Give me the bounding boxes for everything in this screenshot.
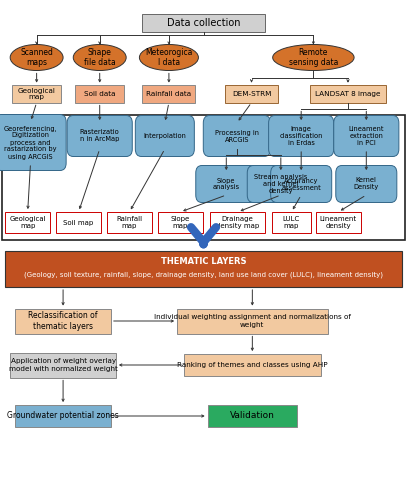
FancyBboxPatch shape	[203, 116, 270, 156]
FancyBboxPatch shape	[0, 114, 66, 170]
Ellipse shape	[139, 44, 199, 70]
Text: Drainage
density map: Drainage density map	[216, 216, 259, 229]
FancyBboxPatch shape	[142, 86, 195, 102]
FancyBboxPatch shape	[310, 86, 386, 102]
FancyBboxPatch shape	[269, 116, 334, 156]
FancyBboxPatch shape	[142, 14, 265, 32]
FancyBboxPatch shape	[5, 251, 402, 287]
FancyBboxPatch shape	[184, 354, 321, 376]
Text: Rainfall data: Rainfall data	[147, 91, 191, 97]
Text: Rainfall
map: Rainfall map	[116, 216, 142, 229]
FancyBboxPatch shape	[135, 116, 195, 156]
Text: Geological
map: Geological map	[9, 216, 46, 229]
FancyBboxPatch shape	[107, 212, 152, 233]
Text: Scanned
maps: Scanned maps	[20, 48, 53, 67]
Text: Rasterizatio
n in ArcMap: Rasterizatio n in ArcMap	[80, 130, 120, 142]
FancyBboxPatch shape	[10, 352, 116, 378]
FancyBboxPatch shape	[334, 116, 399, 156]
Text: THEMATIC LAYERS: THEMATIC LAYERS	[161, 257, 246, 266]
Text: LULC
map: LULC map	[283, 216, 300, 229]
Text: Processing in
ARCGIS: Processing in ARCGIS	[215, 130, 259, 142]
FancyBboxPatch shape	[272, 212, 311, 233]
FancyBboxPatch shape	[177, 308, 328, 334]
Text: Reclassification of
thematic layers: Reclassification of thematic layers	[28, 312, 98, 330]
FancyBboxPatch shape	[196, 166, 257, 202]
FancyBboxPatch shape	[210, 212, 265, 233]
Text: Individual weighting assignment and normalizations of
weight: Individual weighting assignment and norm…	[154, 314, 351, 328]
Text: Lineament
density: Lineament density	[319, 216, 357, 229]
Text: Data collection: Data collection	[167, 18, 240, 28]
FancyBboxPatch shape	[336, 166, 397, 202]
Ellipse shape	[273, 44, 354, 70]
FancyBboxPatch shape	[247, 166, 314, 202]
FancyBboxPatch shape	[15, 308, 111, 334]
Ellipse shape	[10, 44, 63, 70]
Text: Ranking of themes and classes using AHP: Ranking of themes and classes using AHP	[177, 362, 328, 368]
Text: Kernel
Density: Kernel Density	[354, 178, 379, 190]
Text: Stream analysis
and kernel
density: Stream analysis and kernel density	[254, 174, 308, 194]
Text: Remote
sensing data: Remote sensing data	[289, 48, 338, 67]
FancyBboxPatch shape	[225, 86, 278, 102]
Text: Meteorogica
l data: Meteorogica l data	[145, 48, 193, 67]
Text: Slope
map: Slope map	[171, 216, 190, 229]
Text: Accurancy
assessment: Accurancy assessment	[281, 178, 321, 190]
Text: (Geology, soil texture, rainfall, slope, drainage density, land use land cover (: (Geology, soil texture, rainfall, slope,…	[24, 272, 383, 278]
FancyBboxPatch shape	[316, 212, 361, 233]
FancyBboxPatch shape	[56, 212, 101, 233]
Text: Georeferencing,
Digitization
process and
rastarization by
using ARCGIS: Georeferencing, Digitization process and…	[4, 126, 57, 160]
Text: Lineament
extraction
in PCI: Lineament extraction in PCI	[348, 126, 384, 146]
Text: Geological
map: Geological map	[18, 88, 56, 101]
FancyBboxPatch shape	[158, 212, 203, 233]
FancyBboxPatch shape	[271, 166, 332, 202]
Ellipse shape	[73, 44, 126, 70]
FancyBboxPatch shape	[208, 405, 297, 427]
Text: Validation: Validation	[230, 412, 275, 420]
FancyBboxPatch shape	[15, 405, 111, 427]
Text: Image
classification
in Erdas: Image classification in Erdas	[280, 126, 323, 146]
Text: LANDSAT 8 image: LANDSAT 8 image	[315, 91, 381, 97]
FancyBboxPatch shape	[12, 86, 61, 102]
Text: Shape
file data: Shape file data	[84, 48, 116, 67]
Text: Soil map: Soil map	[63, 220, 94, 226]
Text: Soil data: Soil data	[84, 91, 116, 97]
FancyBboxPatch shape	[67, 116, 132, 156]
Text: DEM-STRM: DEM-STRM	[232, 91, 271, 97]
Text: Groundwater potential zones: Groundwater potential zones	[7, 412, 119, 420]
Text: Slope
analysis: Slope analysis	[213, 178, 240, 190]
FancyBboxPatch shape	[5, 212, 50, 233]
FancyBboxPatch shape	[75, 86, 124, 102]
Text: Application of weight overlay
model with normalized weight: Application of weight overlay model with…	[9, 358, 118, 372]
Text: Interpolation: Interpolation	[143, 133, 186, 139]
